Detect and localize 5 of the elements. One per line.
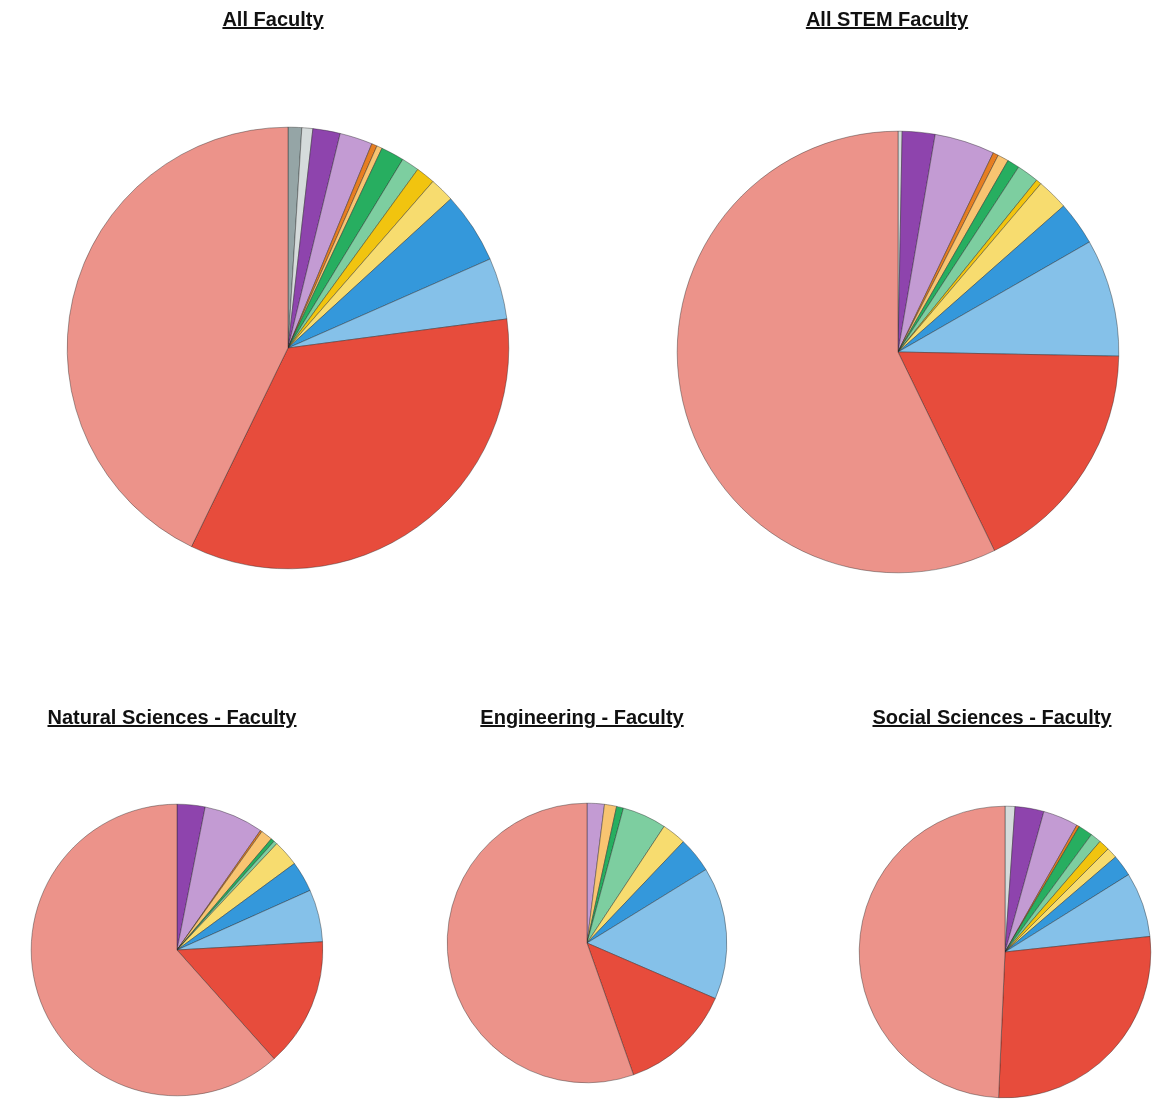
chart-title: Natural Sciences - Faculty xyxy=(47,706,297,729)
chart-title: All STEM Faculty xyxy=(805,8,969,31)
chart-title: Engineering - Faculty xyxy=(480,706,684,729)
chart-title: Social Sciences - Faculty xyxy=(872,706,1112,729)
chart-title: All Faculty xyxy=(222,8,324,31)
